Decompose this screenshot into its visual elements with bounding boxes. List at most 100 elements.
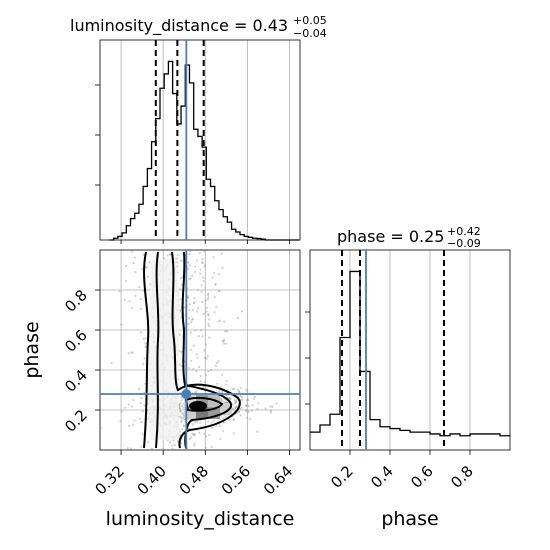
sample-point: [239, 414, 242, 417]
sample-point: [195, 310, 199, 313]
sample-point: [246, 411, 249, 414]
sample-point: [218, 290, 221, 293]
sample-point: [198, 365, 201, 369]
sample-point: [215, 361, 219, 364]
sample-point: [178, 410, 182, 413]
sample-point: [176, 261, 179, 264]
sample-point: [212, 272, 216, 275]
ld-x-tick-label: 0.48: [176, 462, 212, 498]
phase-y-tick-label: 0.6: [61, 326, 91, 356]
sample-point: [218, 319, 221, 322]
sample-point: [224, 342, 228, 345]
sample-point: [212, 256, 215, 259]
scatter-samples: [99, 248, 278, 452]
sample-point: [196, 288, 199, 291]
sample-point: [140, 445, 143, 448]
sample-point: [203, 380, 206, 383]
sample-point: [237, 390, 241, 393]
sample-point: [141, 410, 144, 413]
sample-point: [234, 406, 237, 409]
sample-point: [169, 253, 172, 256]
sample-point: [125, 264, 128, 268]
sample-point: [144, 266, 148, 269]
sample-point: [189, 277, 192, 280]
sample-point: [204, 264, 207, 267]
sample-point: [150, 447, 153, 450]
sample-point: [239, 395, 242, 398]
sample-point: [225, 383, 228, 386]
sample-point: [222, 342, 226, 345]
sample-point: [180, 396, 183, 399]
sample-point: [188, 437, 191, 441]
phase-y-tick-label: 0.4: [61, 366, 91, 396]
sample-point: [187, 261, 190, 264]
title-phase-main: phase = 0.25: [337, 227, 444, 246]
sample-point: [188, 367, 191, 370]
sample-point: [236, 317, 240, 320]
sample-point: [141, 433, 144, 436]
sample-point: [204, 299, 207, 302]
sample-point: [210, 445, 213, 448]
sample-point: [228, 397, 231, 400]
sample-point: [191, 274, 194, 277]
panel-phase-histogram: 0.2 0.4 0.6 0.8: [305, 249, 511, 492]
sample-point: [193, 442, 196, 445]
sample-point: [134, 294, 137, 298]
sample-point: [204, 435, 208, 438]
ld-x-tick-label: 0.56: [218, 462, 254, 498]
sample-point: [193, 270, 197, 273]
sample-point: [178, 350, 181, 353]
sample-point: [179, 287, 182, 291]
sample-point: [205, 357, 208, 360]
sample-point: [221, 430, 225, 433]
sample-point: [195, 390, 198, 393]
sample-point: [142, 362, 145, 366]
sample-point: [144, 337, 147, 340]
sample-point: [208, 433, 211, 437]
sample-point: [177, 254, 180, 257]
contour-line-3: [171, 251, 241, 449]
sample-point: [200, 290, 203, 293]
sample-point: [203, 250, 206, 253]
sample-point: [222, 340, 225, 343]
sample-point: [217, 359, 220, 363]
sample-point: [205, 306, 208, 310]
sample-point: [140, 421, 143, 424]
sample-point: [182, 416, 185, 420]
sample-point: [225, 330, 229, 333]
x-axis-label-luminosity-distance: luminosity_distance: [106, 508, 295, 530]
sample-point: [138, 417, 141, 420]
title-phase-plus: +0.42: [447, 225, 481, 238]
sample-point: [235, 405, 238, 408]
sample-point: [205, 310, 208, 313]
sample-point: [217, 320, 220, 323]
sample-point: [214, 364, 218, 367]
sample-point: [232, 418, 235, 421]
contour-line-2: [155, 251, 160, 449]
sample-point: [271, 405, 274, 408]
y-axis-label-phase: phase: [21, 321, 43, 378]
sample-point: [240, 310, 244, 313]
sample-point: [233, 399, 236, 402]
sample-point: [129, 447, 133, 450]
sample-point: [245, 388, 248, 391]
sample-point: [207, 370, 210, 373]
sample-point: [221, 340, 225, 343]
sample-point: [188, 252, 191, 256]
sample-point: [246, 398, 250, 402]
sample-point: [214, 283, 217, 286]
sample-point: [191, 308, 194, 311]
sample-point: [133, 419, 136, 422]
sample-point: [220, 397, 223, 401]
sample-point: [166, 254, 169, 257]
sample-point: [132, 398, 135, 402]
sample-point: [146, 275, 149, 278]
sample-point: [220, 399, 223, 402]
sample-point: [187, 267, 190, 271]
sample-point: [140, 331, 143, 334]
sample-point: [138, 387, 141, 391]
sample-point: [197, 335, 200, 338]
sample-point: [199, 380, 202, 383]
sample-point: [214, 283, 217, 286]
